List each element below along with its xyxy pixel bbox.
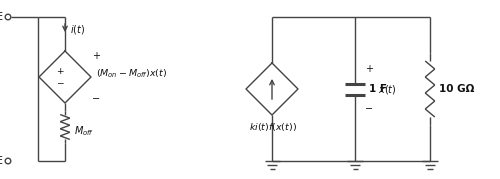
Text: −: −	[365, 104, 373, 114]
Text: $M_{off}$: $M_{off}$	[74, 124, 94, 138]
Text: $ki(t)f(x(t))$: $ki(t)f(x(t))$	[249, 121, 297, 133]
Text: −: −	[92, 94, 100, 104]
Text: BE: BE	[0, 156, 3, 166]
Text: TE: TE	[0, 12, 3, 22]
Text: $i(t)$: $i(t)$	[70, 23, 86, 35]
Text: $(M_{on}-M_{off})x(t)$: $(M_{on}-M_{off})x(t)$	[96, 68, 167, 80]
Text: 1 F: 1 F	[369, 84, 387, 94]
Text: 10 GΩ: 10 GΩ	[439, 84, 474, 94]
Text: +: +	[92, 51, 100, 61]
Text: $x(t)$: $x(t)$	[378, 83, 396, 96]
Text: −: −	[56, 79, 64, 88]
Text: +: +	[56, 67, 64, 76]
Text: +: +	[365, 64, 373, 74]
